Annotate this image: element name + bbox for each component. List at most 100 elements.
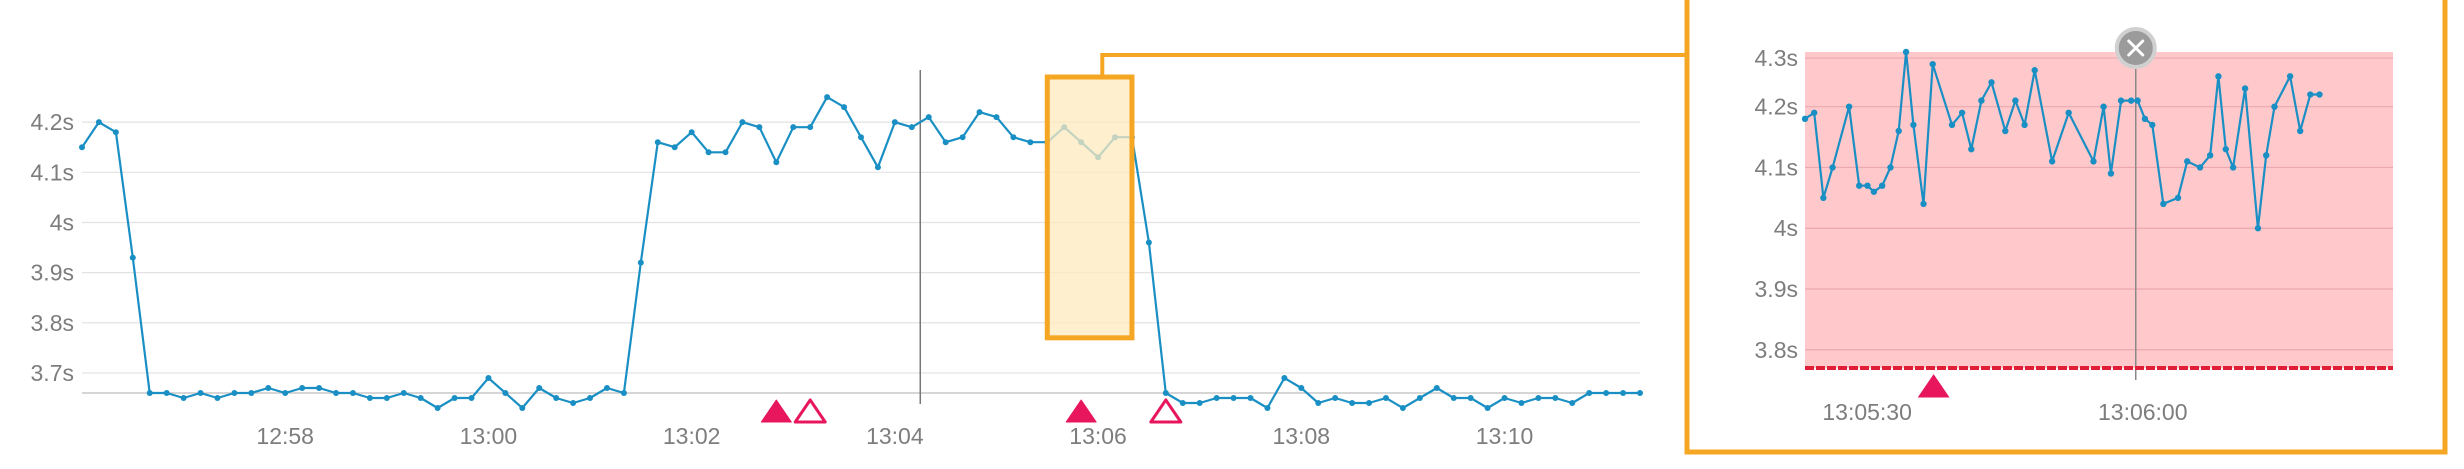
- main-data-point: [485, 374, 492, 381]
- main-data-point: [1518, 400, 1525, 407]
- main-data-point: [705, 149, 712, 156]
- main-data-point: [1247, 395, 1254, 402]
- zoom-data-point: [1829, 164, 1836, 171]
- main-data-point: [959, 134, 966, 141]
- zoom-x-axis: 13:05:30 13:06:00: [1822, 399, 2187, 425]
- event-marker-filled[interactable]: [1065, 399, 1097, 423]
- event-marker-filled[interactable]: [1917, 374, 1950, 398]
- main-y-tick-label: 3.7s: [31, 360, 74, 386]
- zoom-data-point: [1958, 109, 1966, 116]
- zoom-data-point: [2184, 158, 2191, 165]
- zoom-data-point: [2229, 164, 2237, 171]
- main-data-point: [637, 259, 644, 266]
- zoom-data-point: [1895, 127, 1902, 135]
- event-marker-outline[interactable]: [793, 398, 827, 424]
- zoom-x-tick-label: 13:05:30: [1822, 399, 1912, 425]
- main-data-point: [1332, 395, 1339, 402]
- main-data-point: [282, 390, 289, 396]
- main-chart: 3.7s 3.8s 3.9s 4s 4.1s 4.2s 12:58 13:00 13:02 13…: [31, 53, 1687, 449]
- main-data-point: [1145, 239, 1152, 246]
- main-data-point: [942, 139, 949, 146]
- main-data-point: [1179, 400, 1186, 407]
- zoom-y-tick-label: 4.1s: [1755, 154, 1798, 180]
- zoom-data-point: [1864, 182, 1871, 189]
- zoom-data-point: [1988, 79, 1995, 86]
- zoom-data-point: [2048, 158, 2056, 165]
- main-data-point: [502, 390, 509, 396]
- main-data-point: [79, 144, 85, 151]
- main-data-point: [451, 395, 458, 402]
- zoom-data-point: [2149, 121, 2156, 129]
- main-data-point: [112, 129, 119, 136]
- zoom-data-point: [2100, 103, 2107, 110]
- zoom-data-point: [1887, 164, 1894, 171]
- zoom-data-point: [2263, 152, 2270, 159]
- main-data-point: [366, 395, 373, 402]
- main-data-point: [925, 114, 932, 121]
- main-data-point: [1027, 139, 1034, 146]
- main-data-point: [891, 119, 898, 126]
- main-data-point: [603, 384, 610, 391]
- main-data-point: [756, 124, 763, 131]
- main-data-point: [231, 390, 238, 396]
- zoom-data-point: [1870, 188, 1878, 195]
- main-data-point: [671, 144, 678, 151]
- main-data-point: [874, 164, 881, 171]
- main-data-point: [976, 109, 983, 116]
- main-data-point: [553, 395, 560, 402]
- zoom-data-point: [2021, 121, 2028, 129]
- main-data-point: [688, 129, 695, 136]
- zoom-data-point: [2141, 115, 2149, 123]
- main-data-point: [1315, 400, 1322, 407]
- main-data-point: [1569, 400, 1576, 407]
- main-x-tick-label: 13:04: [866, 423, 924, 449]
- main-data-point: [468, 395, 475, 402]
- main-event-markers: [760, 398, 1183, 424]
- main-data-point: [1010, 134, 1017, 141]
- main-data-point: [1281, 374, 1288, 381]
- main-data-point: [587, 395, 594, 402]
- main-data-point: [95, 119, 102, 126]
- main-data-point: [197, 390, 204, 396]
- zoom-data-point: [2012, 97, 2019, 104]
- zoom-data-point: [1820, 194, 1827, 202]
- main-y-tick-label: 4.1s: [31, 159, 74, 185]
- event-marker-filled[interactable]: [760, 399, 792, 423]
- main-y-axis: 3.7s 3.8s 3.9s 4s 4.1s 4.2s: [31, 109, 74, 386]
- main-data-point: [180, 395, 187, 402]
- zoom-data-point: [2160, 200, 2167, 208]
- main-data-point: [248, 390, 255, 396]
- main-data-point: [265, 384, 272, 391]
- zoom-data-point: [1801, 115, 1809, 123]
- main-y-tick-label: 3.8s: [31, 310, 74, 336]
- main-y-tick-label: 4s: [50, 209, 74, 235]
- main-data-point: [773, 159, 780, 166]
- main-series-points: [79, 94, 1643, 412]
- main-data-point: [1586, 390, 1593, 396]
- main-data-point: [722, 149, 729, 156]
- zoom-data-point: [2002, 127, 2009, 135]
- main-x-tick-label: 13:00: [460, 423, 518, 449]
- zoom-data-point: [2307, 91, 2314, 98]
- zoom-y-tick-label: 4.2s: [1755, 94, 1798, 120]
- main-data-point: [1620, 390, 1627, 396]
- zoom-selection[interactable]: [1044, 74, 1135, 341]
- main-data-point: [620, 390, 627, 396]
- event-marker-outline[interactable]: [1149, 398, 1183, 424]
- close-button[interactable]: [2114, 27, 2157, 69]
- zoom-data-point: [2196, 164, 2204, 171]
- zoom-y-tick-label: 4.3s: [1755, 45, 1798, 71]
- close-icon[interactable]: [2127, 39, 2145, 57]
- main-data-point: [858, 134, 864, 141]
- main-data-point: [1416, 395, 1423, 402]
- main-data-point: [214, 395, 221, 402]
- main-data-point: [1637, 390, 1643, 396]
- main-x-tick-label: 13:02: [663, 423, 721, 449]
- main-x-tick-label: 13:10: [1476, 423, 1534, 449]
- zoom-series-points: [1801, 48, 2323, 232]
- zoom-panel: 3.8s 3.9s 4s 4.1s 4.2s 4.3s 13:05:30 13:06:00: [1684, 0, 2448, 455]
- main-data-point: [1298, 384, 1305, 391]
- main-data-point: [1213, 395, 1220, 402]
- main-data-point: [1484, 405, 1491, 412]
- zoom-y-tick-label: 3.9s: [1755, 276, 1798, 302]
